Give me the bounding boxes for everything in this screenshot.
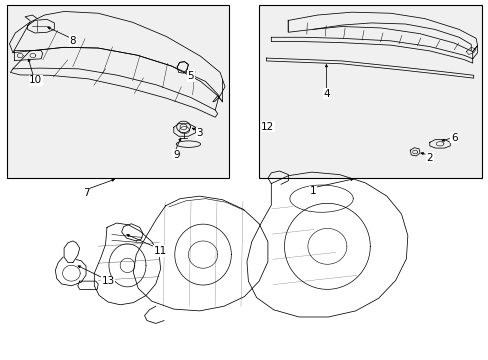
Text: 9: 9 [173, 150, 179, 160]
Text: 10: 10 [29, 75, 42, 85]
Text: 11: 11 [154, 246, 167, 256]
Text: 7: 7 [82, 188, 89, 198]
Text: 1: 1 [309, 186, 315, 197]
Bar [6, 5, 228, 178]
Text: 2: 2 [426, 153, 432, 163]
Text: 8: 8 [69, 36, 76, 46]
Text: 5: 5 [187, 71, 194, 81]
Text: 12: 12 [261, 122, 274, 132]
Text: 3: 3 [196, 129, 203, 138]
Text: 13: 13 [101, 276, 114, 286]
Bar [259, 5, 482, 178]
Text: 6: 6 [450, 133, 457, 143]
Text: 4: 4 [323, 89, 329, 99]
